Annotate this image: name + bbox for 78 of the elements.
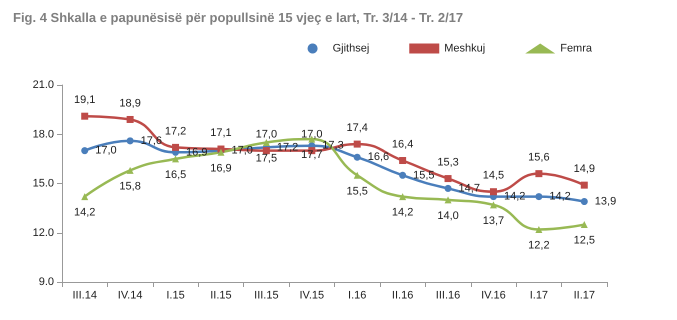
data-label: 15,5 xyxy=(346,185,368,198)
point xyxy=(580,182,588,189)
point xyxy=(490,188,497,196)
data-label: 19,1 xyxy=(74,94,96,106)
data-label: 17,2 xyxy=(164,125,186,138)
point xyxy=(354,154,361,161)
point xyxy=(126,137,134,144)
data-label: 14,2 xyxy=(74,206,96,219)
point xyxy=(444,196,452,204)
data-label: 12,2 xyxy=(528,239,550,252)
data-label: 13,7 xyxy=(482,214,504,227)
point xyxy=(490,201,497,208)
point xyxy=(444,175,452,182)
y-tick-label: 21.0 xyxy=(32,79,54,91)
y-tick-label: 15.0 xyxy=(32,178,54,190)
x-tick-label: I.15 xyxy=(166,290,185,302)
point xyxy=(399,157,406,164)
data-label: 17,7 xyxy=(301,149,323,162)
point xyxy=(126,166,134,174)
point xyxy=(81,193,88,200)
data-label: 15,8 xyxy=(119,180,141,192)
x-tick-label: IV.15 xyxy=(299,290,324,302)
point xyxy=(535,193,542,200)
x-tick-label: III.15 xyxy=(254,290,279,302)
point xyxy=(81,147,88,154)
x-tick-label: II.15 xyxy=(210,290,232,302)
data-label: 16,5 xyxy=(164,168,186,181)
x-tick-label: II.16 xyxy=(392,290,414,302)
y-tick-label: 12.0 xyxy=(32,226,54,239)
x-tick-label: IV.16 xyxy=(481,290,506,302)
point xyxy=(399,193,406,200)
data-label: 17,3 xyxy=(322,140,344,152)
point xyxy=(444,184,452,192)
point xyxy=(354,140,361,148)
data-label: 18,9 xyxy=(119,97,141,110)
data-label: 17,0 xyxy=(256,128,278,141)
data-label: 15,5 xyxy=(413,169,435,182)
data-label: 14,0 xyxy=(437,210,459,222)
point xyxy=(535,170,542,178)
point xyxy=(535,226,542,233)
point xyxy=(399,172,406,179)
legend-label: Gjithsej xyxy=(332,42,370,54)
data-label: 17,1 xyxy=(210,127,232,140)
y-tick-label: 9.0 xyxy=(38,276,54,288)
y-tick-label: 18.0 xyxy=(32,128,54,140)
x-tick-label: IV.14 xyxy=(118,290,142,302)
chart-title: Fig. 4 Shkalla e papunësisë për popullsinë 15 vjeç e lart, Tr. 3/14 - Tr. 2/17 xyxy=(13,10,464,25)
data-label: 16,4 xyxy=(392,138,414,151)
x-tick-label: I.17 xyxy=(530,290,548,302)
data-label: 17,0 xyxy=(301,128,323,141)
data-label: 15,3 xyxy=(437,156,459,169)
data-label: 14,9 xyxy=(574,163,596,176)
data-label: 17,0 xyxy=(95,144,117,157)
data-label: 14,2 xyxy=(392,206,414,219)
data-label: 12,5 xyxy=(574,234,596,247)
x-tick-label: I.16 xyxy=(348,290,366,302)
data-label: 14,5 xyxy=(482,170,504,182)
x-tick-label: III.16 xyxy=(436,290,460,302)
point xyxy=(126,116,134,123)
data-label: 16,6 xyxy=(368,151,390,164)
point xyxy=(580,198,588,206)
data-label: 17,2 xyxy=(276,141,298,154)
point xyxy=(262,138,270,146)
point xyxy=(81,112,88,120)
data-label: 17,5 xyxy=(256,152,278,164)
x-tick-label: II.17 xyxy=(574,290,595,302)
point xyxy=(354,172,361,179)
point xyxy=(172,155,180,162)
x-tick-label: III.14 xyxy=(72,290,97,302)
data-label: 15,6 xyxy=(528,152,550,164)
data-label: 16,9 xyxy=(210,162,232,174)
point xyxy=(172,144,180,151)
legend-label: Meshkuj xyxy=(444,42,486,54)
legend-label: Femra xyxy=(560,42,593,54)
data-label: 17,4 xyxy=(346,122,368,134)
data-label: 17,0 xyxy=(231,144,253,157)
point xyxy=(580,221,588,228)
data-label: 13,9 xyxy=(594,196,616,208)
